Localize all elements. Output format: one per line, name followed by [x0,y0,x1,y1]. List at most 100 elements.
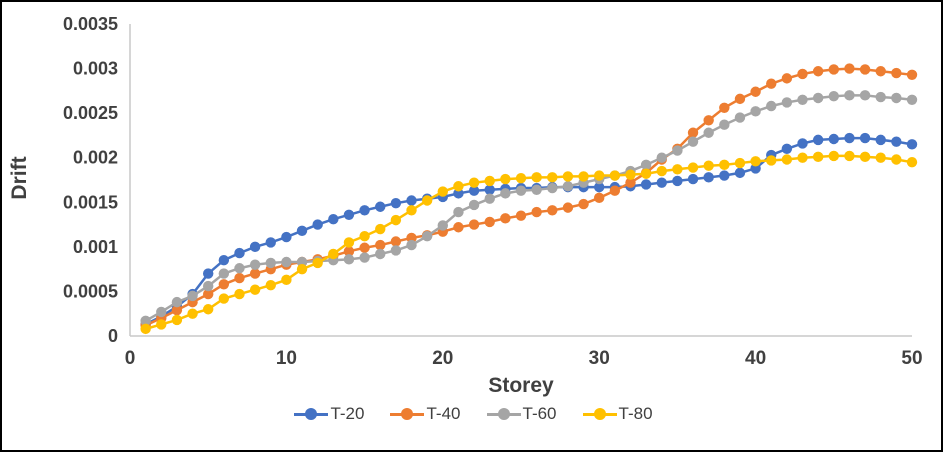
series-marker-t-40 [562,202,574,213]
series-marker-t-80 [547,172,558,183]
series-marker-t-80 [296,263,308,275]
series-marker-t-60 [891,92,902,104]
series-marker-t-40 [750,86,761,97]
series-marker-t-80 [734,157,746,169]
series-marker-t-60 [906,94,918,105]
series-marker-t-80 [375,223,386,235]
series-marker-t-80 [781,154,793,165]
legend-item-t-20: T-20 [294,404,364,424]
x-tick-label: 50 [901,348,922,369]
series-marker-t-20 [468,185,480,196]
series-marker-t-20 [328,214,339,225]
series-marker-t-40 [766,78,777,89]
series-marker-t-80 [359,230,370,242]
series-marker-t-80 [343,237,355,248]
series-marker-t-60 [766,100,777,112]
series-marker-t-60 [234,263,245,274]
series-marker-t-60 [390,245,402,256]
series-marker-t-60 [734,112,746,123]
legend-marker-icon [390,408,425,420]
series-marker-t-20 [281,231,292,243]
series-marker-t-20 [640,179,652,190]
series-marker-t-60 [812,92,824,104]
y-tick-label: 0.0005 [63,281,118,301]
series-marker-t-60 [500,188,511,199]
series-marker-t-80 [312,257,323,269]
series-marker-t-20 [859,132,871,144]
legend-label: T-40 [426,404,461,423]
series-marker-t-60 [656,152,667,163]
series-marker-t-20 [375,201,386,212]
series-marker-t-60 [203,280,214,292]
series-marker-t-40 [719,102,730,113]
series-marker-t-80 [672,164,683,175]
series-marker-t-60 [687,136,699,147]
series-marker-t-80 [140,323,151,335]
series-marker-t-40 [468,219,480,230]
series-marker-t-20 [891,136,902,147]
series-marker-t-80 [281,274,292,286]
legend-label: T-20 [330,404,365,423]
x-tick-label: 30 [589,348,610,369]
series-marker-t-40 [797,68,808,80]
series-marker-t-60 [468,199,480,211]
series-marker-t-80 [328,248,339,260]
series-marker-t-20 [312,219,323,230]
series-marker-t-60 [218,268,230,279]
series-marker-t-20 [812,134,824,146]
series-marker-t-20 [343,209,355,220]
series-marker-t-80 [265,279,276,291]
series-marker-t-20 [594,181,605,193]
series-marker-t-40 [547,205,558,216]
series-marker-t-60 [359,252,370,263]
series-marker-t-60 [453,206,464,218]
series-marker-t-20 [484,184,495,196]
series-marker-t-20 [656,177,667,188]
series-marker-t-80 [797,152,808,163]
series-marker-t-60 [343,254,355,265]
x-axis-title: Storey [488,374,554,397]
series-line-t-20 [145,136,913,326]
series-marker-t-60 [672,145,683,156]
series-marker-t-80 [171,314,183,326]
series-marker-t-80 [500,173,511,185]
series-marker-t-60 [156,306,167,318]
series-marker-t-60 [844,90,855,101]
series-marker-t-80 [203,304,214,315]
series-marker-t-80 [719,159,730,171]
series-marker-t-40 [484,216,495,228]
series-marker-t-80 [234,288,245,300]
series-marker-t-20 [750,163,761,174]
series-marker-t-60 [406,239,417,251]
series-marker-t-20 [672,175,683,187]
series-marker-t-20 [203,268,214,279]
y-tick-label: 0.003 [73,59,118,79]
series-marker-t-40 [594,192,605,204]
series-marker-t-20 [265,237,276,248]
series-marker-t-40 [578,198,589,210]
series-marker-t-60 [265,257,276,269]
series-marker-t-20 [797,138,808,149]
legend-label: T-80 [618,404,653,423]
y-tick-label: 0.0025 [63,103,118,123]
series-marker-t-80 [766,155,777,166]
series-marker-t-60 [531,184,542,196]
series-marker-t-80 [390,214,402,226]
x-tick-label: 0 [125,348,136,369]
series-marker-t-20 [734,167,746,179]
series-marker-t-20 [296,225,308,237]
series-marker-t-80 [844,150,855,162]
series-marker-t-80 [515,173,527,184]
series-marker-t-40 [781,73,793,84]
series-marker-t-80 [640,168,652,179]
series-marker-t-40 [859,64,871,75]
series-marker-t-20 [781,143,793,154]
series-marker-t-80 [468,177,480,188]
series-marker-t-40 [734,93,746,105]
x-tick-label: 20 [432,348,453,369]
series-marker-t-80 [531,172,542,183]
series-marker-t-40 [218,279,230,290]
series-marker-t-80 [625,169,636,180]
x-tick-label: 40 [745,348,766,369]
series-marker-t-80 [812,151,824,163]
